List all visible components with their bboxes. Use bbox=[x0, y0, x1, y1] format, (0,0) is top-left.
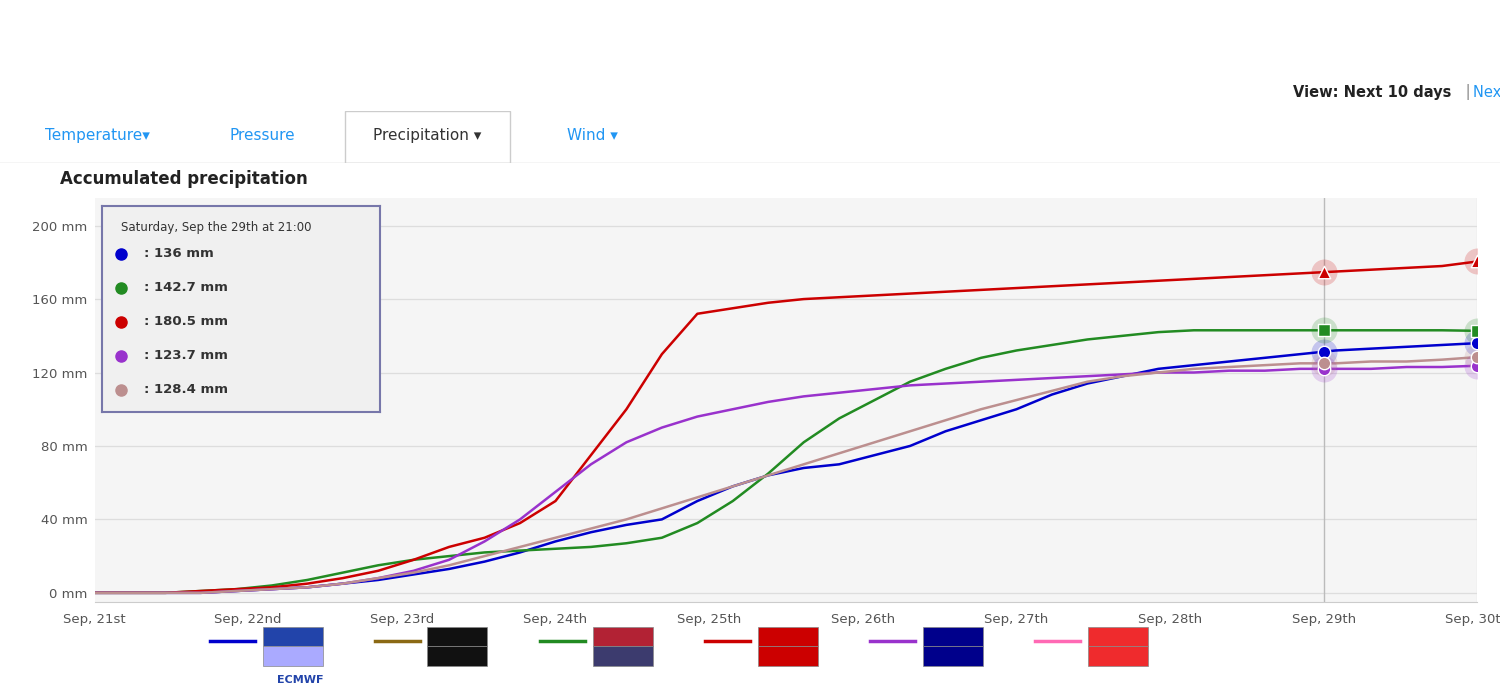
Point bbox=[1466, 337, 1490, 349]
FancyBboxPatch shape bbox=[922, 646, 982, 666]
FancyBboxPatch shape bbox=[262, 626, 322, 646]
FancyBboxPatch shape bbox=[758, 646, 818, 666]
Point bbox=[1312, 363, 1336, 374]
Point bbox=[1466, 256, 1490, 267]
Point bbox=[1466, 326, 1490, 337]
Text: : 180.5 mm: : 180.5 mm bbox=[144, 315, 228, 328]
Text: : 123.7 mm: : 123.7 mm bbox=[144, 349, 228, 362]
FancyBboxPatch shape bbox=[922, 626, 982, 646]
Point bbox=[1312, 363, 1336, 374]
Text: Wind ▾: Wind ▾ bbox=[567, 128, 618, 144]
Point bbox=[1466, 351, 1490, 363]
Text: for Venâncio Aires: for Venâncio Aires bbox=[394, 22, 590, 43]
Text: View: Next 10 days: View: Next 10 days bbox=[1293, 85, 1452, 100]
FancyBboxPatch shape bbox=[592, 646, 652, 666]
Text: Next 2-3 days: Next 2-3 days bbox=[1473, 85, 1500, 100]
Point bbox=[1312, 358, 1336, 369]
FancyBboxPatch shape bbox=[427, 646, 488, 666]
Text: : 128.4 mm: : 128.4 mm bbox=[144, 383, 228, 396]
FancyBboxPatch shape bbox=[758, 626, 818, 646]
Text: (model comparison): (model comparison) bbox=[158, 22, 368, 43]
Text: ECMWF: ECMWF bbox=[276, 676, 324, 685]
Text: Accumulated precipitation: Accumulated precipitation bbox=[60, 169, 308, 188]
Text: : 142.7 mm: : 142.7 mm bbox=[144, 281, 228, 294]
FancyBboxPatch shape bbox=[1088, 626, 1148, 646]
Text: y: y bbox=[1350, 17, 1368, 48]
FancyBboxPatch shape bbox=[427, 626, 488, 646]
FancyBboxPatch shape bbox=[262, 646, 322, 666]
Text: Pressure: Pressure bbox=[230, 128, 296, 144]
Text: Precipitation ▾: Precipitation ▾ bbox=[374, 128, 482, 144]
Point bbox=[1466, 326, 1490, 337]
Text: : 136 mm: : 136 mm bbox=[144, 247, 213, 260]
Point bbox=[1312, 346, 1336, 357]
Text: f: f bbox=[1444, 18, 1456, 47]
FancyBboxPatch shape bbox=[345, 111, 510, 163]
FancyBboxPatch shape bbox=[592, 626, 652, 646]
Point bbox=[1312, 267, 1336, 278]
Text: Forecast XL: Forecast XL bbox=[22, 22, 168, 43]
Point bbox=[1466, 360, 1490, 371]
Point bbox=[1466, 256, 1490, 267]
Point bbox=[1312, 346, 1336, 357]
Text: Saturday, Sep the 29th at 21:00: Saturday, Sep the 29th at 21:00 bbox=[122, 220, 312, 234]
Text: Temperature▾: Temperature▾ bbox=[45, 128, 150, 144]
Point bbox=[1466, 351, 1490, 363]
Point bbox=[1312, 325, 1336, 336]
Text: |: | bbox=[1461, 85, 1474, 100]
Point bbox=[1466, 337, 1490, 349]
FancyBboxPatch shape bbox=[1088, 646, 1148, 666]
Point bbox=[1312, 267, 1336, 278]
Point bbox=[1466, 360, 1490, 371]
Point bbox=[1312, 358, 1336, 369]
Point bbox=[1312, 325, 1336, 336]
